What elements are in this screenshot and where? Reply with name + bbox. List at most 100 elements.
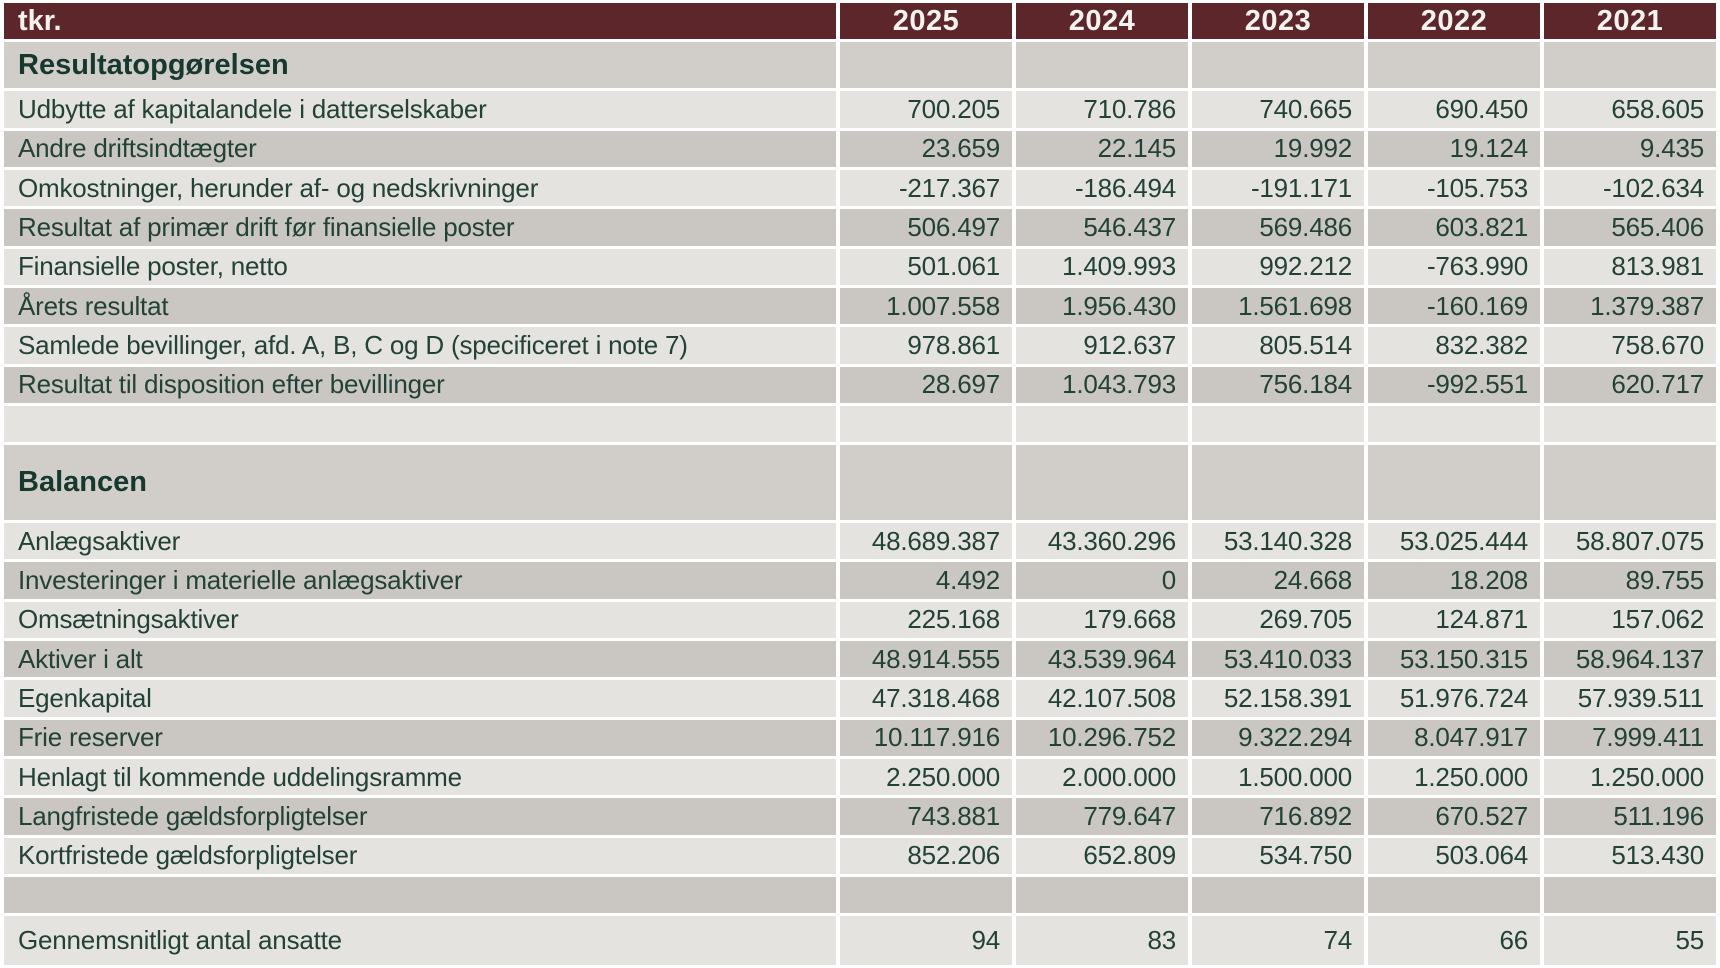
unit-label: tkr. xyxy=(4,3,836,39)
empty-cell-2024 xyxy=(1016,877,1188,914)
value-cell-2023: 740.665 xyxy=(1192,91,1364,128)
value-cell-2022: -105.753 xyxy=(1368,170,1540,207)
value-cell-2023: 534.750 xyxy=(1192,837,1364,875)
value-cell-2021: 7.999.411 xyxy=(1544,719,1716,757)
value-cell-2024: 779.647 xyxy=(1016,798,1188,835)
value-cell-2022: 690.450 xyxy=(1368,91,1540,128)
value-cell-2021: -102.634 xyxy=(1544,170,1716,207)
value-cell-2025: 225.168 xyxy=(840,601,1012,639)
table-row: Finansielle poster, netto 501.061 1.409.99… xyxy=(4,248,1716,286)
value-cell-2024: 43.360.296 xyxy=(1016,523,1188,560)
section-header-row: Balancen xyxy=(4,445,1716,521)
value-cell-2024: 22.145 xyxy=(1016,130,1188,168)
value-cell-2022: 53.025.444 xyxy=(1368,523,1540,560)
value-cell-2021: 513.430 xyxy=(1544,837,1716,875)
year-header-2023: 2023 xyxy=(1192,3,1364,39)
value-cell-2022: 1.250.000 xyxy=(1368,759,1540,796)
row-label: Resultat af primær drift før finansielle… xyxy=(4,209,836,246)
value-cell-2024: 10.296.752 xyxy=(1016,719,1188,757)
year-header-2025: 2025 xyxy=(840,3,1012,39)
table-row: Frie reserver 10.117.916 10.296.752 9.322.2… xyxy=(4,719,1716,757)
value-cell-2022: 124.871 xyxy=(1368,601,1540,639)
table-row: Egenkapital 47.318.468 42.107.508 52.158.39… xyxy=(4,680,1716,717)
value-cell-2025: 47.318.468 xyxy=(840,680,1012,717)
value-cell-2022: 670.527 xyxy=(1368,798,1540,835)
table-row: Gennemsnitligt antal ansatte 94 83 74 66 55 xyxy=(4,916,1716,965)
value-cell-2021: 1.379.387 xyxy=(1544,288,1716,325)
value-cell-2024: 2.000.000 xyxy=(1016,759,1188,796)
empty-cell-2021 xyxy=(1544,42,1716,89)
table-row: Udbytte af kapitalandele i datterselskab… xyxy=(4,91,1716,128)
empty-cell-2025 xyxy=(840,445,1012,521)
row-label: Gennemsnitligt antal ansatte xyxy=(4,916,836,965)
empty-cell-2023 xyxy=(1192,445,1364,521)
value-cell-2023: 1.500.000 xyxy=(1192,759,1364,796)
section-title: Resultatopgørelsen xyxy=(4,42,836,89)
empty-cell-2024 xyxy=(1016,42,1188,89)
value-cell-2023: -191.171 xyxy=(1192,170,1364,207)
row-label: Langfristede gældsforpligtelser xyxy=(4,798,836,835)
value-cell-2023: 19.992 xyxy=(1192,130,1364,168)
value-cell-2023: 992.212 xyxy=(1192,248,1364,286)
value-cell-2021: 1.250.000 xyxy=(1544,759,1716,796)
value-cell-2022: -763.990 xyxy=(1368,248,1540,286)
row-label: Henlagt til kommende uddelingsramme xyxy=(4,759,836,796)
value-cell-2023: 53.140.328 xyxy=(1192,523,1364,560)
value-cell-2021: 55 xyxy=(1544,916,1716,965)
value-cell-2025: 48.689.387 xyxy=(840,523,1012,560)
row-label: Kortfristede gældsforpligtelser xyxy=(4,837,836,875)
value-cell-2025: 94 xyxy=(840,916,1012,965)
value-cell-2025: 852.206 xyxy=(840,837,1012,875)
value-cell-2025: 2.250.000 xyxy=(840,759,1012,796)
row-label: Udbytte af kapitalandele i datterselskab… xyxy=(4,91,836,128)
value-cell-2022: 503.064 xyxy=(1368,837,1540,875)
value-cell-2024: 43.539.964 xyxy=(1016,641,1188,678)
value-cell-2021: 157.062 xyxy=(1544,601,1716,639)
value-cell-2022: 832.382 xyxy=(1368,327,1540,364)
table-row: Andre driftsindtægter 23.659 22.145 19.992 1… xyxy=(4,130,1716,168)
empty-cell-2023 xyxy=(1192,42,1364,89)
section-title: Balancen xyxy=(4,445,836,521)
value-cell-2024: 1.043.793 xyxy=(1016,366,1188,404)
value-cell-2024: -186.494 xyxy=(1016,170,1188,207)
value-cell-2021: 658.605 xyxy=(1544,91,1716,128)
value-cell-2024: 710.786 xyxy=(1016,91,1188,128)
spacer-cell xyxy=(4,877,836,914)
table-row: Langfristede gældsforpligtelser 743.881 77… xyxy=(4,798,1716,835)
table-row: Årets resultat 1.007.558 1.956.430 1.561.69… xyxy=(4,288,1716,325)
value-cell-2022: 51.976.724 xyxy=(1368,680,1540,717)
section-header-row: Resultatopgørelsen xyxy=(4,42,1716,89)
value-cell-2023: 716.892 xyxy=(1192,798,1364,835)
value-cell-2025: 10.117.916 xyxy=(840,719,1012,757)
value-cell-2023: 269.705 xyxy=(1192,601,1364,639)
value-cell-2024: 83 xyxy=(1016,916,1188,965)
value-cell-2025: 978.861 xyxy=(840,327,1012,364)
value-cell-2025: 501.061 xyxy=(840,248,1012,286)
value-cell-2021: 620.717 xyxy=(1544,366,1716,404)
value-cell-2023: 756.184 xyxy=(1192,366,1364,404)
value-cell-2021: 9.435 xyxy=(1544,130,1716,168)
value-cell-2021: 758.670 xyxy=(1544,327,1716,364)
row-label: Aktiver i alt xyxy=(4,641,836,678)
empty-cell-2024 xyxy=(1016,406,1188,443)
value-cell-2025: 506.497 xyxy=(840,209,1012,246)
table-row: Anlægsaktiver 48.689.387 43.360.296 53.140.… xyxy=(4,523,1716,560)
value-cell-2023: 74 xyxy=(1192,916,1364,965)
value-cell-2023: 24.668 xyxy=(1192,562,1364,599)
row-label: Resultat til disposition efter bevilling… xyxy=(4,366,836,404)
spacer-row xyxy=(4,877,1716,914)
value-cell-2024: 0 xyxy=(1016,562,1188,599)
value-cell-2023: 805.514 xyxy=(1192,327,1364,364)
value-cell-2023: 9.322.294 xyxy=(1192,719,1364,757)
table-row: Resultat af primær drift før finansielle… xyxy=(4,209,1716,246)
empty-cell-2022 xyxy=(1368,877,1540,914)
value-cell-2024: 546.437 xyxy=(1016,209,1188,246)
empty-cell-2023 xyxy=(1192,406,1364,443)
empty-cell-2024 xyxy=(1016,445,1188,521)
row-label: Anlægsaktiver xyxy=(4,523,836,560)
empty-cell-2025 xyxy=(840,877,1012,914)
value-cell-2022: 603.821 xyxy=(1368,209,1540,246)
row-label: Egenkapital xyxy=(4,680,836,717)
value-cell-2024: 179.668 xyxy=(1016,601,1188,639)
